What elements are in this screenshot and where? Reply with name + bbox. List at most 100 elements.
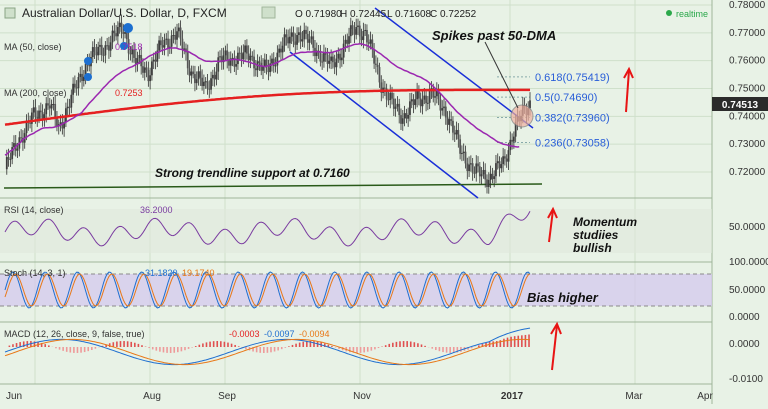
macd-bar	[514, 336, 516, 347]
candle-body	[54, 104, 56, 118]
macd-bar	[299, 343, 301, 347]
macd-bar	[234, 345, 236, 347]
ma50-label: MA (50, close)	[4, 42, 62, 52]
stoch-d-value: 19.1740	[182, 268, 215, 278]
spikes-annotation: Spikes past 50-DMA	[432, 28, 556, 43]
candle-body	[275, 65, 277, 66]
candle-body	[328, 61, 330, 64]
candle-body	[6, 157, 8, 169]
macd-bar	[302, 342, 304, 347]
macd-bar	[471, 347, 473, 348]
macd-bar	[152, 347, 154, 349]
fib-level-label: 0.382(0.73960)	[535, 112, 610, 124]
candle-body	[287, 37, 289, 43]
candle-body	[244, 45, 246, 52]
candle-body	[411, 99, 413, 101]
candle-body	[130, 53, 132, 54]
candle-body	[259, 61, 261, 63]
macd-bar	[399, 341, 401, 347]
candle-body	[144, 67, 146, 72]
candle-body	[402, 118, 404, 124]
candle-body	[187, 52, 189, 68]
candle-body	[95, 52, 97, 56]
candle-body	[454, 133, 456, 135]
eye-icon	[123, 23, 133, 33]
macd-bar	[231, 344, 233, 347]
candle-body	[78, 77, 80, 88]
macd-bar	[216, 341, 218, 347]
candle-body	[483, 170, 485, 174]
macd-bar	[188, 347, 190, 349]
candle-body	[178, 28, 180, 32]
price-tick-label: 0.73000	[729, 139, 766, 150]
macd-bar	[510, 337, 512, 347]
candle-body	[224, 50, 226, 55]
candle-body	[300, 32, 302, 41]
candle-body	[282, 46, 284, 53]
candle-body	[341, 58, 343, 61]
candle-body	[429, 91, 431, 103]
candle-body	[359, 26, 361, 37]
macd-bar	[410, 342, 412, 347]
candle-body	[138, 55, 140, 58]
candle-body	[452, 121, 454, 133]
candle-body	[117, 27, 119, 36]
candle-body	[212, 75, 214, 78]
candle-body	[305, 30, 307, 34]
candle-body	[216, 72, 218, 80]
macd-bar	[199, 345, 201, 347]
candle-body	[448, 119, 450, 125]
candle-body	[278, 49, 280, 53]
macd-bar	[70, 347, 72, 353]
macd-bar	[267, 347, 269, 353]
candle-body	[302, 39, 304, 41]
macd-bar	[148, 347, 150, 348]
macd-bar	[521, 335, 523, 347]
time-tick-label: Sep	[218, 391, 236, 402]
candle-body	[104, 45, 106, 55]
candle-body	[173, 35, 175, 36]
candle-body	[362, 31, 364, 40]
momentum-line-3: bullish	[573, 241, 612, 255]
candle-body	[348, 36, 350, 44]
candle-body	[17, 149, 19, 151]
candle-body	[440, 99, 442, 110]
candle-body	[366, 30, 368, 42]
macd-bar	[417, 343, 419, 347]
time-tick-label: Mar	[625, 391, 643, 402]
candle-body	[160, 40, 162, 45]
macd-bar	[138, 344, 140, 347]
rsi-label: RSI (14, close)	[4, 205, 64, 215]
candle-body	[155, 60, 157, 62]
candle-body	[332, 57, 334, 63]
macd-bar	[277, 347, 279, 350]
macd-bar	[378, 347, 380, 348]
macd-bar	[127, 341, 129, 347]
candle-body	[443, 107, 445, 109]
macd-bar	[374, 347, 376, 349]
candle-body	[121, 23, 123, 32]
macd-bar	[48, 345, 50, 347]
fib-level-label: 0.5(0.74690)	[535, 92, 597, 104]
candle-body	[33, 107, 35, 112]
fib-level-label: 0.236(0.73058)	[535, 138, 610, 150]
indicator-tick-label: -0.0100	[729, 374, 763, 385]
fib-level-label: 0.618(0.75419)	[535, 72, 610, 84]
candle-body	[389, 93, 391, 100]
macd-bar	[173, 347, 175, 353]
candle-body	[321, 62, 323, 63]
macd-bar	[238, 346, 240, 347]
macd-bar	[528, 334, 530, 347]
macd-bar	[209, 342, 211, 347]
candle-body	[246, 45, 248, 53]
candle-body	[463, 152, 465, 153]
candle-body	[194, 74, 196, 83]
macd-bar	[77, 347, 79, 353]
macd-bar	[392, 343, 394, 347]
candle-body	[513, 137, 515, 142]
settings-badge[interactable]	[262, 7, 275, 18]
ma50-value: 0.7518	[115, 42, 143, 52]
candle-body	[357, 26, 359, 27]
candle-body	[146, 67, 148, 69]
